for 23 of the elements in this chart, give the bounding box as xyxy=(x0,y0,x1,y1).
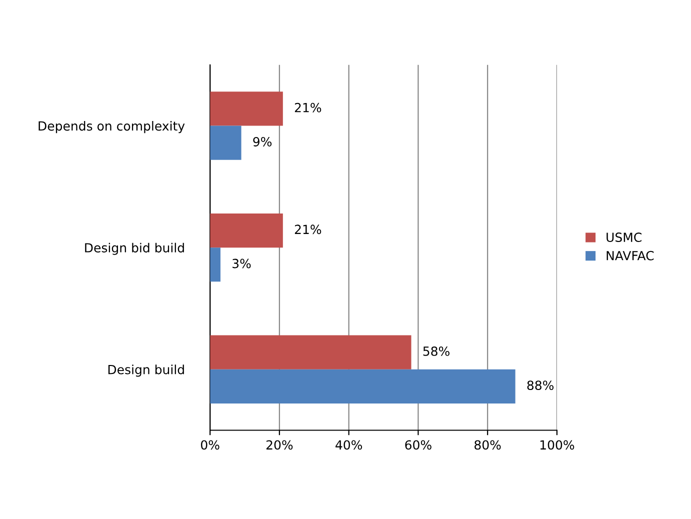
y-tick-label: Depends on complexity xyxy=(38,121,185,134)
x-tick-label: 40% xyxy=(336,440,362,450)
bar xyxy=(210,248,220,282)
x-tick-label: 100% xyxy=(540,440,574,450)
bar xyxy=(210,335,412,370)
x-tick-label: 60% xyxy=(405,440,432,450)
x-tick-label: 80% xyxy=(474,440,501,450)
data-label: 21% xyxy=(294,102,322,112)
legend-label: USMC xyxy=(606,232,642,242)
data-label: 88% xyxy=(527,380,554,390)
data-label: 3% xyxy=(232,258,251,268)
legend-label: NAVFAC xyxy=(606,250,654,260)
bar xyxy=(210,213,283,248)
y-tick-label: Design bid build xyxy=(85,242,184,255)
x-tick-label: 20% xyxy=(266,440,293,450)
y-tick-label: Design build xyxy=(108,364,184,377)
bar xyxy=(210,92,283,126)
bar xyxy=(210,126,242,160)
data-label: 58% xyxy=(423,346,450,356)
data-label: 21% xyxy=(294,224,322,234)
data-label: 9% xyxy=(253,136,272,146)
x-tick-label: 0% xyxy=(200,440,220,450)
bar xyxy=(210,369,516,404)
